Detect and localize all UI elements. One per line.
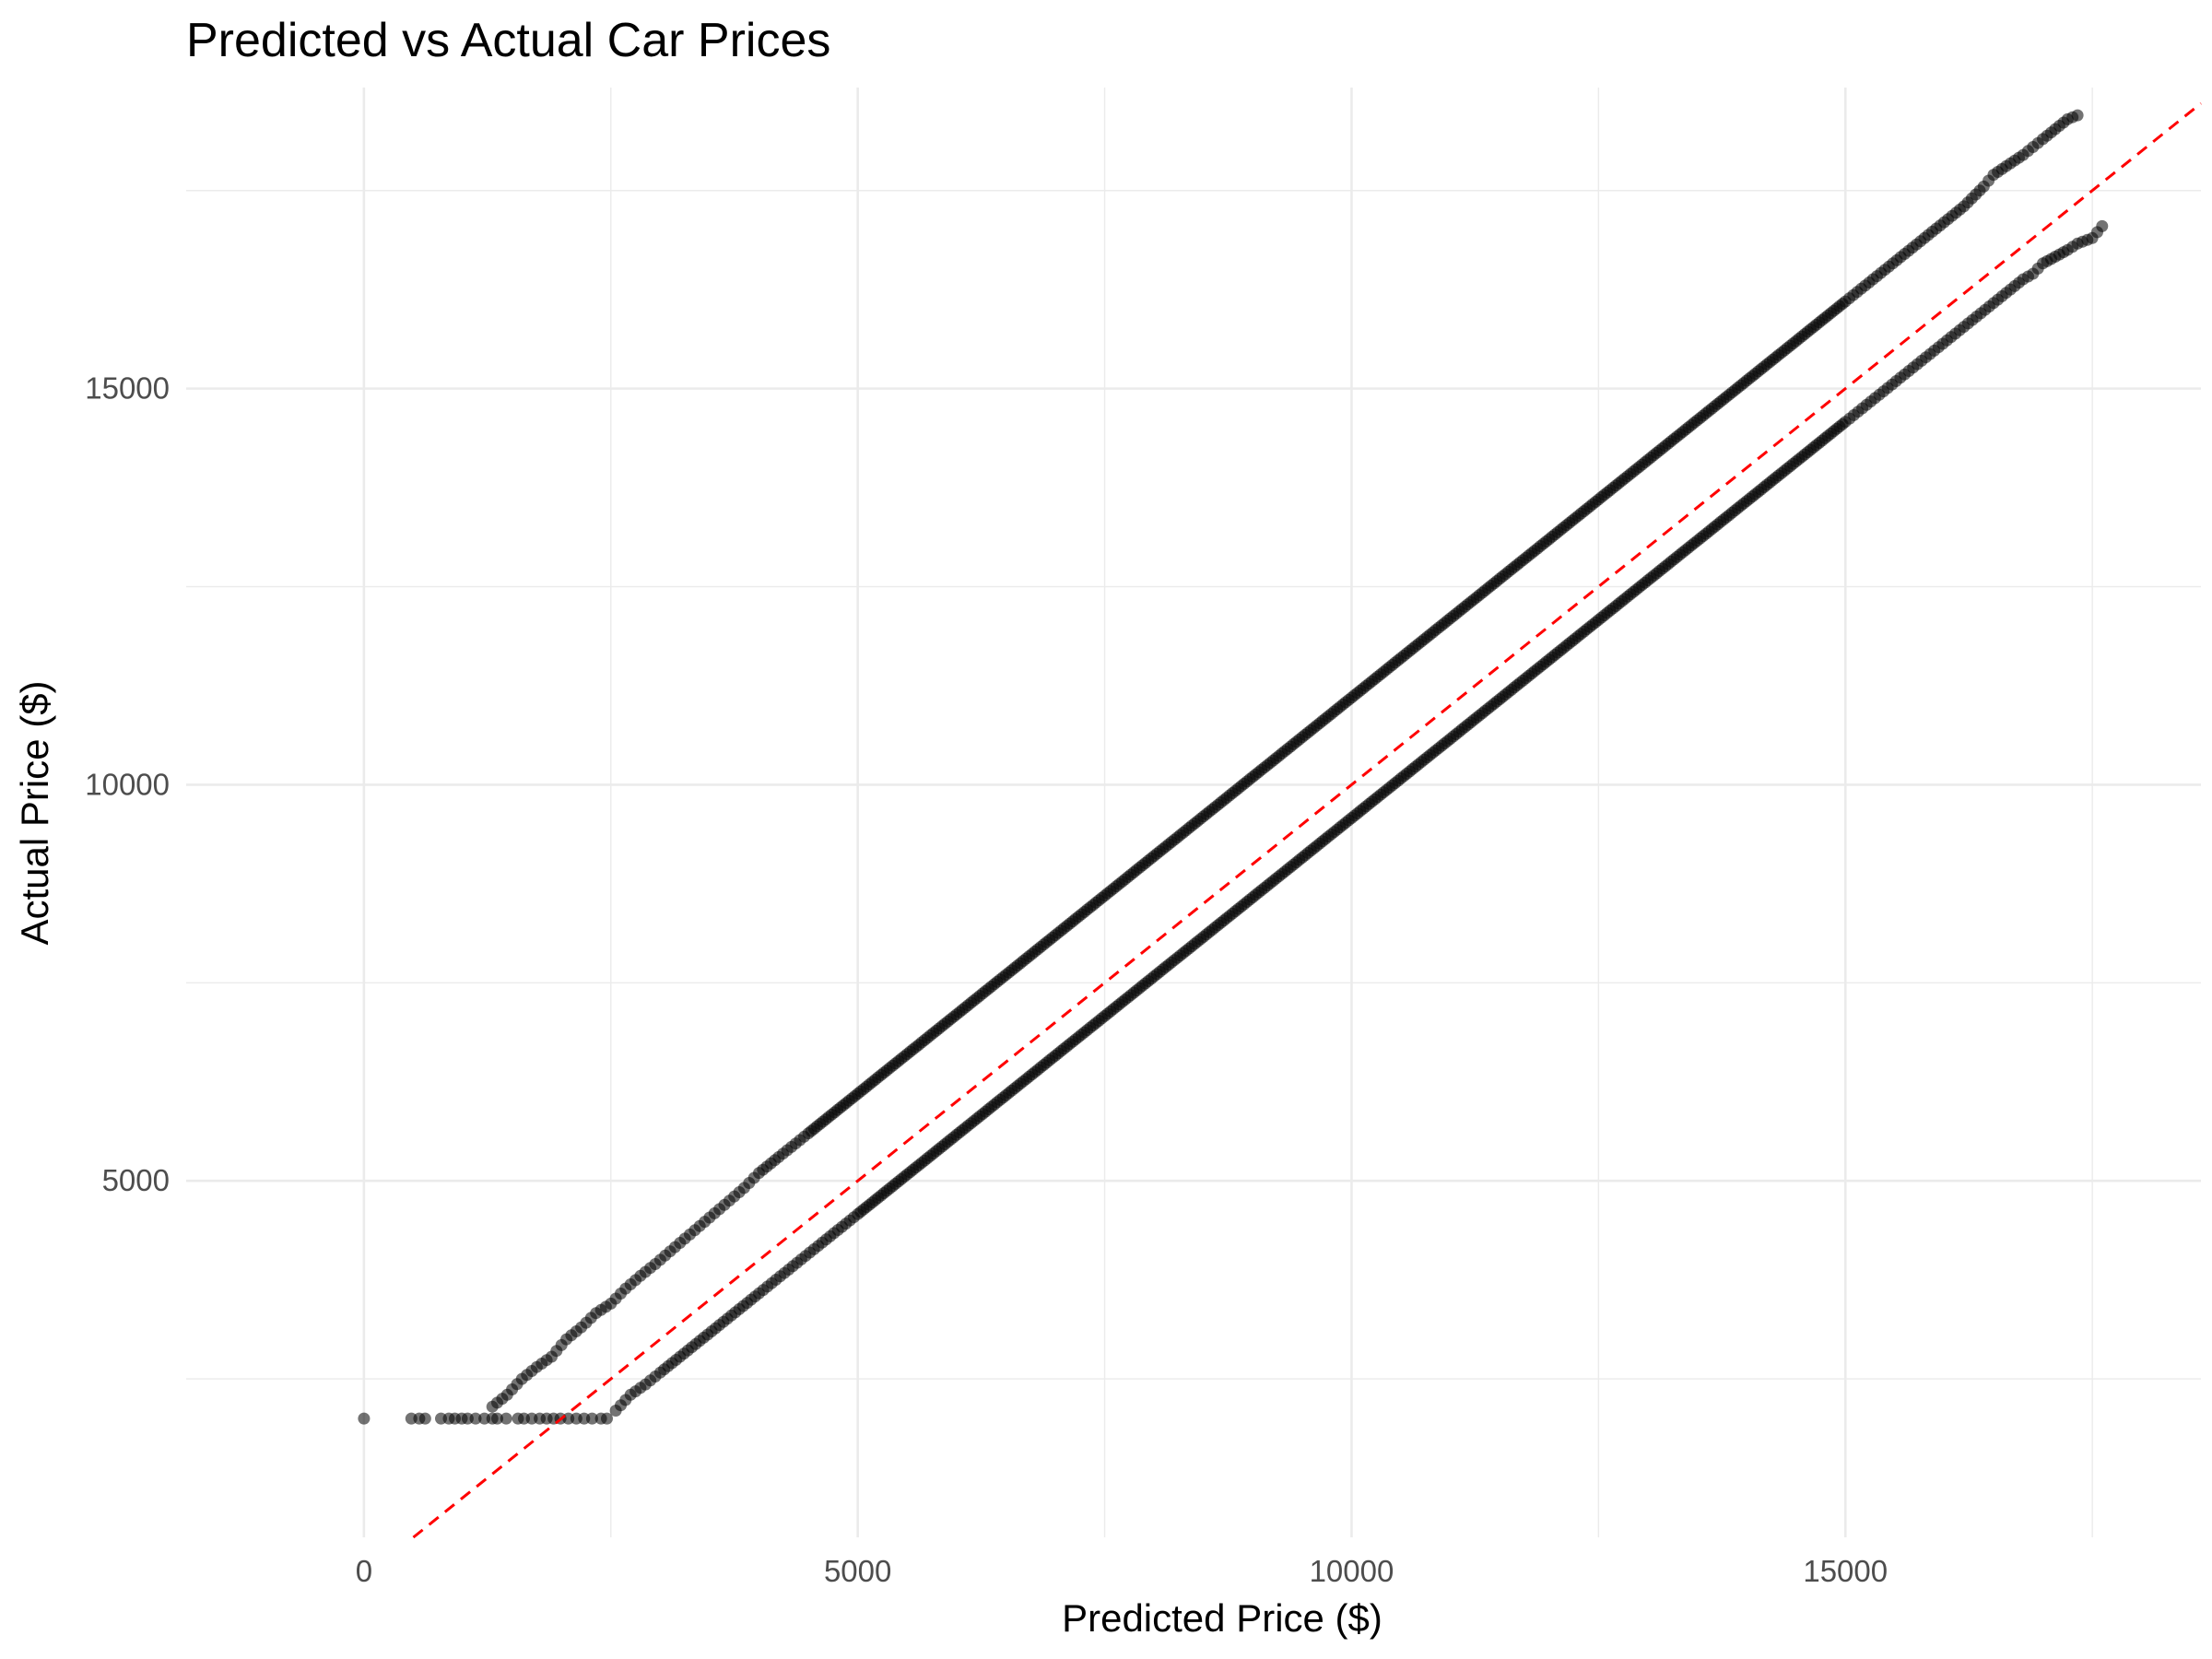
data-point [2071,109,2084,122]
y-tick-label: 15000 [85,371,170,406]
y-axis-title: Actual Price ($) [13,680,56,945]
chart-title: Predicted vs Actual Car Prices [186,14,831,67]
grid [186,88,2201,1537]
x-axis-title: Predicted Price ($) [1062,1596,1382,1640]
x-tick-label: 5000 [824,1554,891,1588]
data-point [469,1412,482,1425]
x-tick-label: 0 [356,1554,372,1588]
data-point [601,1412,613,1425]
x-tick-label: 10000 [1310,1554,1394,1588]
data-point [500,1412,512,1425]
data-point [2096,219,2109,232]
tick-labels: 0 5000 10000 15000 5000 10000 15000 [85,371,1888,1588]
x-tick-label: 15000 [1803,1554,1888,1588]
data-point [358,1412,371,1425]
reference-line [412,102,2202,1539]
reference-line-group [412,102,2202,1539]
data-point [491,1412,503,1425]
data-point [418,1412,431,1425]
y-tick-label: 10000 [85,767,170,801]
data-point [585,1412,598,1425]
data-points [358,109,2109,1425]
y-tick-label: 5000 [102,1163,170,1197]
